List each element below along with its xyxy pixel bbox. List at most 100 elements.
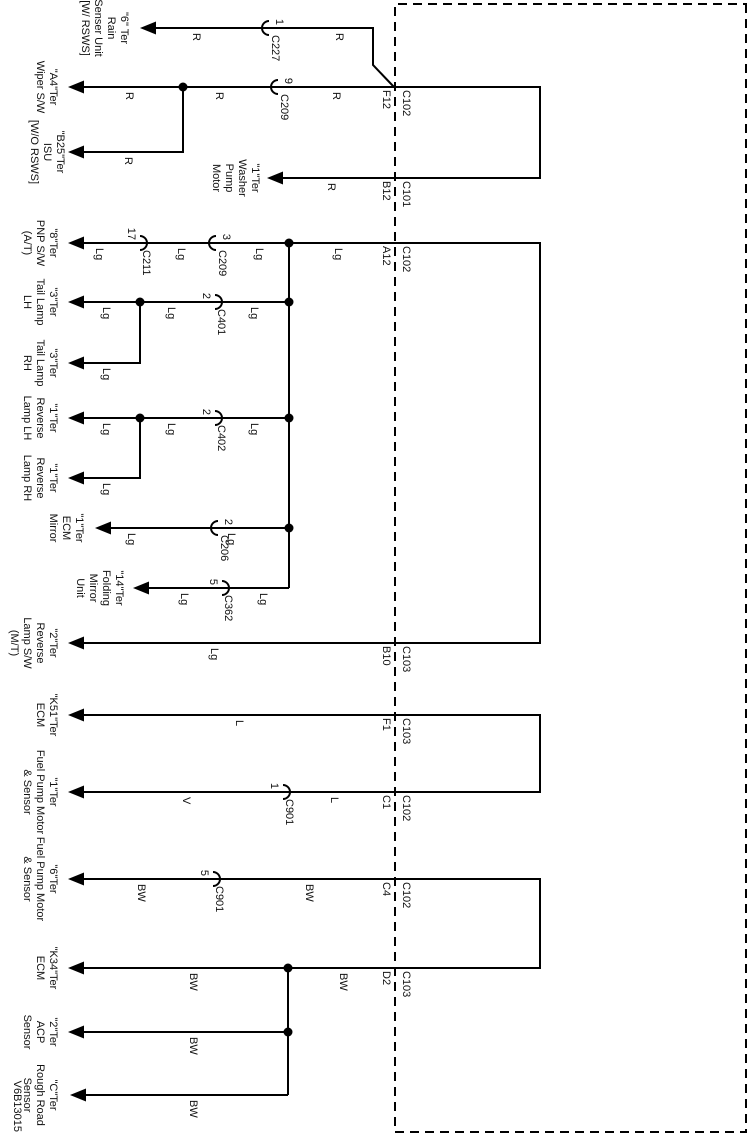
wire-color-label: Lg xyxy=(248,423,260,436)
component-label-washer-pump-motor: "1"Ter xyxy=(249,163,261,193)
wire-loop-f12-b12 xyxy=(395,86,541,179)
component-label-reverse-lamp-switch: (M/T) xyxy=(8,629,20,657)
wire-color-label: R xyxy=(325,183,337,191)
component-label-ecm-mirror: ECM xyxy=(60,515,72,541)
wire-color-label: Lg xyxy=(332,248,344,261)
wire-loop-a12-b10 xyxy=(395,242,541,644)
arrow-rain-sensor xyxy=(140,21,156,35)
wire-color-label: BW xyxy=(187,1100,199,1118)
connector-pin-number: 2 xyxy=(200,408,212,415)
connector-arc-c209-9 xyxy=(270,79,279,95)
crossing-connector-name: C102 xyxy=(400,246,412,273)
connector-pin-number: 9 xyxy=(282,77,294,84)
component-label-rain-sensor-unit: Rain xyxy=(105,16,117,40)
component-label-rain-sensor-unit: Senser Unit xyxy=(92,0,104,57)
wire-color-label: Lg xyxy=(165,307,177,320)
connector-code: C206 xyxy=(218,535,230,562)
connector-pin-number: 17 xyxy=(125,227,137,240)
crossing-connector-name: C103 xyxy=(400,971,412,998)
connector-arc-c901-5 xyxy=(212,871,221,887)
connector-code: C401 xyxy=(215,309,227,336)
component-label-folding-mirror-unit: Mirror xyxy=(87,573,99,603)
connector-arc-c211 xyxy=(139,235,148,251)
crossing-connector-name: C102 xyxy=(400,90,412,117)
component-label-reverse-lamp-rh: Lamp RH xyxy=(21,454,33,502)
wire-color-label: Lg xyxy=(253,248,265,261)
wire-color-label: BW xyxy=(187,973,199,991)
component-label-washer-pump-motor: Washer xyxy=(236,159,248,197)
diagram-code: V6B13015 xyxy=(11,1080,23,1132)
connector-pin-number: 2 xyxy=(222,518,234,525)
arrow-reverse-lamp-lh xyxy=(68,411,84,425)
arrow-folding-mirror xyxy=(133,581,149,595)
component-label-rain-sensor-unit: [W/ RSWS] xyxy=(79,0,91,56)
crossing-pin: C4 xyxy=(380,882,392,897)
wire-color-label: Lg xyxy=(178,593,190,606)
wire-color-label: Lg xyxy=(100,307,112,320)
connector-pin-number: 3 xyxy=(220,233,232,240)
wire-color-label: BW xyxy=(187,1037,199,1055)
connector-code: C209 xyxy=(216,250,228,277)
wire-color-label: L xyxy=(328,797,340,804)
connector-pin-number: 5 xyxy=(198,869,210,876)
connector-code: C901 xyxy=(283,799,295,826)
wire-group xyxy=(84,27,541,1096)
arrow-wiper-switch xyxy=(68,80,84,94)
crossing-pin: B12 xyxy=(380,181,392,201)
arrow-ecm-mirror xyxy=(95,521,111,535)
connector-pin-number: 2 xyxy=(200,292,212,299)
connector-arc-c901-1 xyxy=(282,784,291,800)
arrow-fuel-pump-1 xyxy=(68,785,84,799)
component-label-ecm-mirror: Mirror xyxy=(47,513,59,543)
arrow-rough-road-sensor xyxy=(70,1088,86,1102)
crossing-pin: B10 xyxy=(380,646,392,666)
component-label-rough-road-sensor: Rough Road xyxy=(34,1064,46,1126)
wire-color-label: R xyxy=(213,92,225,100)
wire-color-label: V xyxy=(180,797,192,805)
arrow-tail-lamp-rh xyxy=(68,356,84,370)
arrow-reverse-lamp-rh xyxy=(68,471,84,485)
wire-color-label: R xyxy=(333,33,345,41)
wire-color-label: Lg xyxy=(100,483,112,496)
crossing-connector-name: C103 xyxy=(400,718,412,745)
crossing-pin: F1 xyxy=(380,718,392,731)
crossing-connector-name: C101 xyxy=(400,181,412,208)
component-label-reverse-lamp-switch: Lamp S/W xyxy=(21,617,33,669)
wire-tail-lamp-rh-branch xyxy=(84,302,141,364)
wire-color-label: Lg xyxy=(248,307,260,320)
connector-pin-number: 1 xyxy=(268,782,280,789)
wire-color-label: Lg xyxy=(257,593,269,606)
junction-dot xyxy=(135,297,145,307)
wire-rain-sensor xyxy=(156,27,395,88)
connector-arc-c209-3 xyxy=(208,235,217,251)
wire-color-label: BW xyxy=(135,884,147,902)
arrow-washer-pump xyxy=(267,171,283,185)
connector-pin-number: 5 xyxy=(207,578,219,585)
junction-dot-group xyxy=(135,82,294,1037)
wire-loop-c4-d2 xyxy=(395,878,541,969)
wire-color-label: BW xyxy=(337,973,349,991)
wire-color-label: L xyxy=(233,720,245,727)
junction-dot xyxy=(284,413,294,423)
component-label-folding-mirror-unit: Folding xyxy=(100,569,112,607)
arrow-tail-lamp-lh xyxy=(68,295,84,309)
connector-arc-group xyxy=(139,20,291,887)
component-label-fuel-pump-6: & Sensor xyxy=(21,856,33,902)
crossing-pin: F12 xyxy=(380,90,392,109)
arrow-pnp-switch xyxy=(68,236,84,250)
wire-color-label: R xyxy=(123,92,135,100)
wire-color-label: Lg xyxy=(175,248,187,261)
connector-arc-c402 xyxy=(214,410,223,426)
component-label-folding-mirror-unit: "14"Ter xyxy=(113,570,125,606)
wire-color-label: R xyxy=(330,92,342,100)
junction-dot xyxy=(283,1027,293,1037)
connector-code: C901 xyxy=(213,886,225,913)
connector-code: C211 xyxy=(140,250,152,276)
arrow-reverse-lamp-switch xyxy=(68,636,84,650)
arrow-group xyxy=(68,21,283,1102)
wire-color-label: Lg xyxy=(208,648,220,661)
connector-arc-c227 xyxy=(261,20,270,36)
